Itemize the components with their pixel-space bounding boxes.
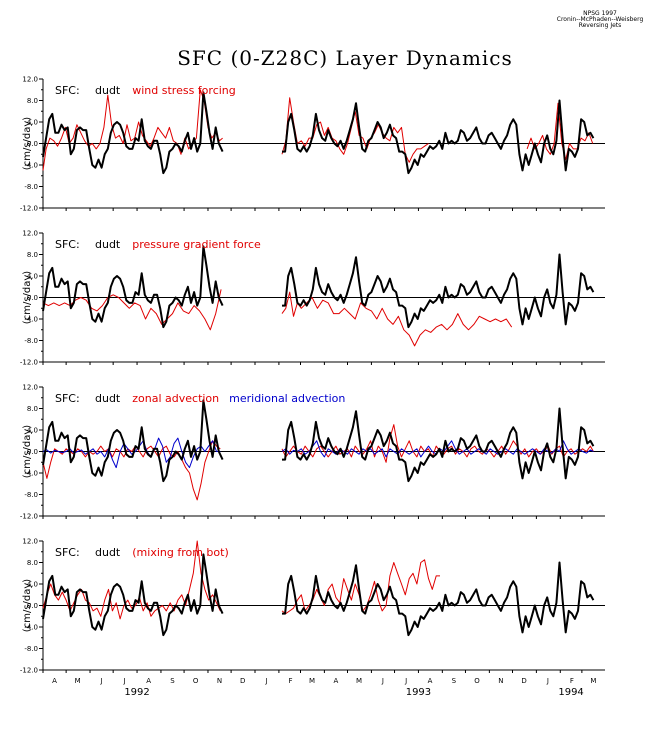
y-tick-label: 8.0 xyxy=(27,251,38,259)
x-tick-label: J xyxy=(381,677,384,685)
y-tick-label: 0.0 xyxy=(27,294,38,302)
y-tick-label: -4.0 xyxy=(24,470,38,478)
x-tick-label: N xyxy=(498,677,503,685)
legend-entry-wind: wind stress forcing xyxy=(132,84,236,97)
x-tick-label: O xyxy=(193,677,199,685)
panel-4: 12.0 8.0 4.0 0.0 -4.0 -8.0 -12.0 (cm/s/day) SFC:… xyxy=(20,538,605,675)
y-tick-label: 8.0 xyxy=(27,559,38,567)
y-tick-label: 12.0 xyxy=(22,384,38,392)
y-tick-label: 12.0 xyxy=(22,230,38,238)
x-tick-label: J xyxy=(100,677,103,685)
series-line-dudt xyxy=(42,553,595,637)
x-tick-label: D xyxy=(240,677,245,685)
y-tick-label: 4.0 xyxy=(27,427,38,435)
panel-prefix: SFC: xyxy=(55,238,80,251)
x-tick-label: O xyxy=(474,677,480,685)
x-tick-label: J xyxy=(546,677,549,685)
y-tick-label: -8.0 xyxy=(24,645,38,653)
y-tick-label: 0.0 xyxy=(27,602,38,610)
y-axis-label: (cm/s/day) xyxy=(22,117,33,170)
series-line-dudt xyxy=(42,399,595,483)
y-tick-label: -12.0 xyxy=(20,667,38,675)
panels: 12.0 8.0 4.0 0.0 -4.0 -8.0 -12.0 (cm/s/day) SFC:… xyxy=(20,76,605,675)
legend-entry-pgf: pressure gradient force xyxy=(132,238,261,251)
panel-1: 12.0 8.0 4.0 0.0 -4.0 -8.0 -12.0 (cm/s/day) SFC:… xyxy=(20,76,605,213)
y-tick-label: 8.0 xyxy=(27,97,38,105)
x-tick-label: J xyxy=(123,677,126,685)
y-tick-label: -12.0 xyxy=(20,359,38,367)
x-tick-label: D xyxy=(521,677,526,685)
x-tick-label: M xyxy=(590,677,596,685)
x-axis: A M J J A S O N D J F M A M J J A S O N D J F M 1992 1993 1994 xyxy=(52,677,596,698)
x-tick-label: F xyxy=(288,677,292,685)
legend-entry-mix: (mixing from bot) xyxy=(132,546,229,559)
x-tick-label: S xyxy=(452,677,457,685)
x-tick-label: A xyxy=(334,677,339,685)
panel-prefix: SFC: xyxy=(55,84,80,97)
y-tick-label: -4.0 xyxy=(24,162,38,170)
year-label: 1993 xyxy=(406,687,431,698)
x-tick-label: M xyxy=(356,677,362,685)
x-tick-label: A xyxy=(428,677,433,685)
series-line-dudt xyxy=(42,245,595,329)
x-tick-label: J xyxy=(404,677,407,685)
year-label: 1992 xyxy=(124,687,149,698)
credit-line-3: Reversing Jets xyxy=(579,22,622,29)
series-line-dudt xyxy=(42,91,595,175)
y-tick-label: 8.0 xyxy=(27,405,38,413)
credit-line-2: Cronin--McPhaden--Weisberg xyxy=(557,16,644,23)
legend-entry-dudt: dudt xyxy=(95,238,121,251)
legend-entry-madv: meridional advection xyxy=(229,392,345,405)
x-tick-label: A xyxy=(52,677,57,685)
y-tick-label: -4.0 xyxy=(24,316,38,324)
x-tick-label: M xyxy=(309,677,315,685)
x-tick-label: A xyxy=(146,677,151,685)
panel-prefix: SFC: xyxy=(55,392,80,405)
y-tick-label: 4.0 xyxy=(27,273,38,281)
y-tick-label: 4.0 xyxy=(27,581,38,589)
credit-line-1: NPSG 1997 xyxy=(583,10,617,17)
year-label: 1994 xyxy=(558,687,583,698)
x-tick-label: S xyxy=(170,677,175,685)
y-axis-label: (cm/s/day) xyxy=(22,271,33,324)
y-axis-label: (cm/s/day) xyxy=(22,425,33,478)
y-tick-label: -8.0 xyxy=(24,183,38,191)
x-tick-label: J xyxy=(265,677,268,685)
panel-3: 12.0 8.0 4.0 0.0 -4.0 -8.0 -12.0 (cm/s/day) SFC:… xyxy=(20,384,605,521)
credit-block: NPSG 1997 Cronin--McPhaden--Weisberg Rev… xyxy=(557,10,644,29)
legend-entry-zadv: zonal advection xyxy=(132,392,219,405)
y-tick-label: -4.0 xyxy=(24,624,38,632)
y-tick-label: 0.0 xyxy=(27,140,38,148)
y-tick-label: -8.0 xyxy=(24,337,38,345)
y-tick-label: 12.0 xyxy=(22,538,38,546)
y-tick-label: -8.0 xyxy=(24,491,38,499)
x-tick-label: F xyxy=(570,677,574,685)
y-axis-label: (cm/s/day) xyxy=(22,579,33,632)
y-tick-label: -12.0 xyxy=(20,205,38,213)
x-tick-label: N xyxy=(217,677,222,685)
series-line-wind xyxy=(42,89,594,171)
chart-title: SFC (0-Z28C) Layer Dynamics xyxy=(177,46,513,70)
panel-2: 12.0 8.0 4.0 0.0 -4.0 -8.0 -12.0 (cm/s/day) SFC:… xyxy=(20,230,605,367)
panel-prefix: SFC: xyxy=(55,546,80,559)
y-tick-label: 12.0 xyxy=(22,76,38,84)
y-tick-label: 4.0 xyxy=(27,119,38,127)
y-tick-label: -12.0 xyxy=(20,513,38,521)
legend-entry-dudt: dudt xyxy=(95,84,121,97)
legend-entry-dudt: dudt xyxy=(95,392,121,405)
x-tick-label: M xyxy=(75,677,81,685)
legend-entry-dudt: dudt xyxy=(95,546,121,559)
y-tick-label: 0.0 xyxy=(27,448,38,456)
